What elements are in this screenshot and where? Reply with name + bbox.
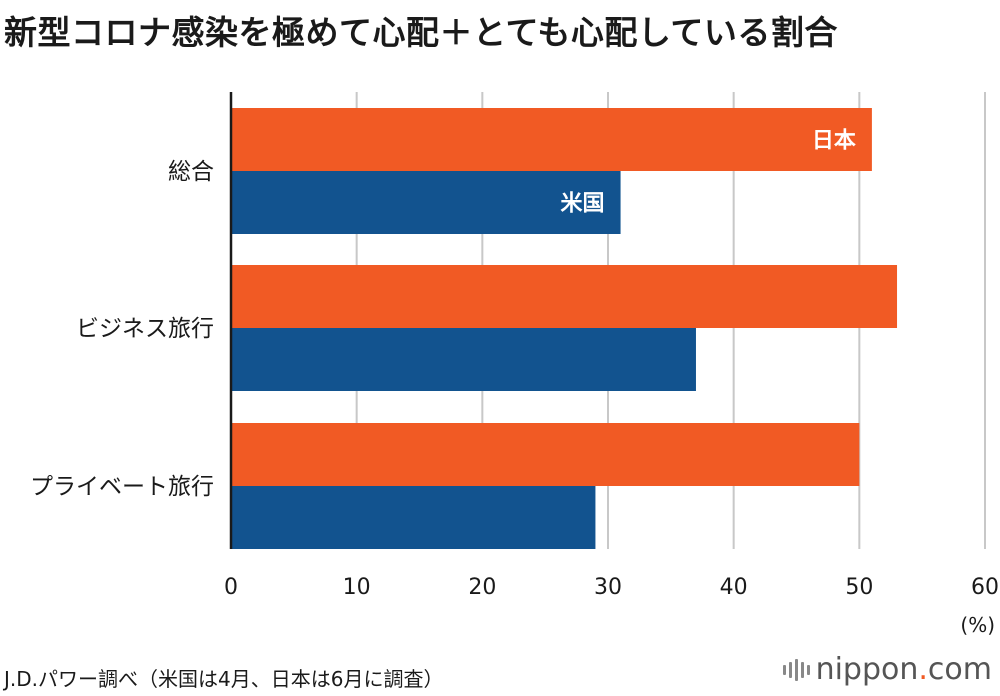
- chart-title: 新型コロナ感染を極めて心配＋とても心配している割合: [4, 13, 838, 52]
- brand-logo: nippon.com: [782, 652, 992, 687]
- x-tick-label-40: 40: [720, 575, 748, 600]
- x-tick-label-30: 30: [594, 575, 622, 600]
- bar-us-0: [231, 171, 621, 234]
- bar-japan-2: [231, 423, 860, 486]
- sound-wave-icon: [782, 658, 810, 681]
- x-tick-label-60: 60: [971, 575, 999, 600]
- x-tick-label-50: 50: [845, 575, 873, 600]
- x-tick-label-0: 0: [224, 575, 238, 600]
- source-note: J.D.パワー調べ（米国は4月、日本は6月に調査）: [4, 667, 444, 691]
- bar-us-1: [231, 328, 696, 391]
- bar-japan-0: [231, 108, 872, 171]
- x-tick-label-10: 10: [343, 575, 371, 600]
- category-label-2: プライベート旅行: [30, 474, 214, 500]
- bar-japan-1: [231, 265, 898, 328]
- bars: [231, 108, 898, 549]
- bar-us-2: [231, 486, 596, 549]
- series-label-us: 米国: [561, 192, 605, 217]
- series-label-japan: 日本: [812, 129, 856, 154]
- category-label-0: 総合: [168, 159, 214, 185]
- x-unit-label: (%): [960, 613, 995, 637]
- x-tick-label-20: 20: [468, 575, 496, 600]
- brand-name: nippon.com: [815, 652, 992, 687]
- category-label-1: ビジネス旅行: [76, 316, 214, 342]
